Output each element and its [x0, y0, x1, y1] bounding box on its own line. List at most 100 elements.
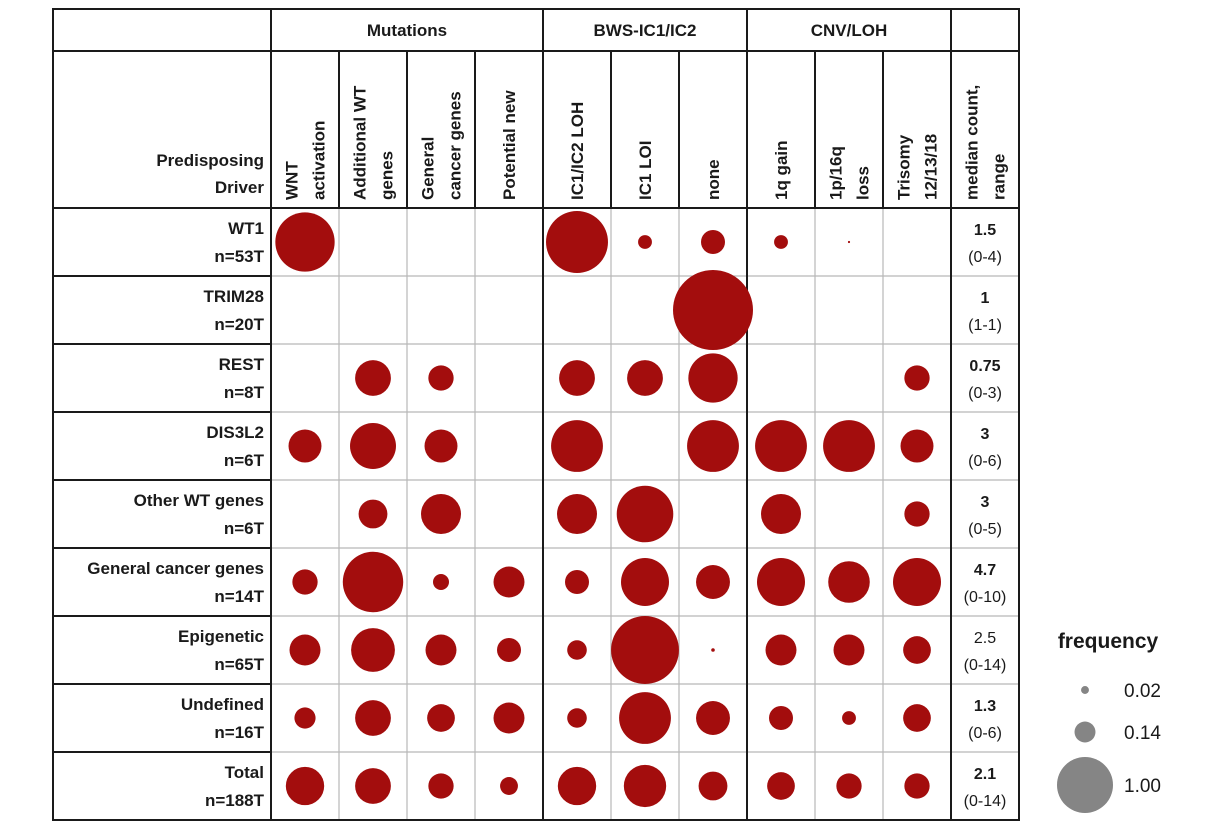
median-range: (0-6)	[968, 453, 1002, 470]
bubble	[433, 574, 449, 590]
legend-bubble	[1057, 757, 1113, 813]
bubble	[567, 708, 587, 728]
median-range: (0-10)	[964, 589, 1007, 606]
row-n: n=14T	[214, 587, 264, 606]
column-label-3: Potential new	[500, 90, 519, 200]
bubble	[611, 616, 679, 684]
median-count: 3	[981, 494, 990, 511]
bubble	[288, 429, 322, 463]
table-rows: WT1 n=53T 1.5 (0-4) TRIM28 n=20T 1 (1-1) REST n=8…	[87, 219, 1006, 810]
median-count: 1.3	[974, 698, 996, 715]
bubble	[761, 494, 801, 534]
bubble	[546, 211, 608, 273]
bubble	[828, 561, 870, 603]
row-label: Total	[225, 763, 264, 782]
bubble	[774, 235, 788, 249]
median-count: 2.5	[974, 630, 996, 647]
legend-bubble	[1081, 686, 1089, 694]
bubble	[833, 634, 865, 666]
bubble	[904, 365, 930, 391]
row-n: n=6T	[224, 451, 265, 470]
bubble	[688, 353, 738, 403]
bubble	[623, 764, 667, 808]
legend-label: 1.00	[1124, 776, 1161, 797]
bubble	[638, 235, 652, 249]
median-count: 4.7	[974, 562, 996, 579]
table-grid	[52, 8, 1020, 821]
group-header-1: BWS-IC1/IC2	[594, 21, 697, 40]
bubble	[847, 240, 851, 244]
group-header-2: CNV/LOH	[811, 21, 888, 40]
row-label: Other WT genes	[134, 491, 264, 510]
bubble	[500, 777, 518, 795]
median-range: (0-3)	[968, 385, 1002, 402]
bubble	[351, 628, 395, 672]
row-n: n=6T	[224, 519, 265, 538]
median-range: (1-1)	[968, 317, 1002, 334]
bubble	[421, 494, 461, 534]
bubble	[698, 771, 728, 801]
bubble	[424, 429, 458, 463]
row-label: WT1	[228, 219, 264, 238]
bubble	[427, 704, 455, 732]
summary-column-label: range	[990, 154, 1009, 200]
column-label-8: loss	[854, 166, 873, 200]
column-label-1: Additional WT	[351, 85, 370, 200]
column-label-9: 12/13/18	[922, 134, 941, 200]
size-legend: frequency 0.02 0.14 1.00	[1057, 630, 1161, 813]
column-label-4: IC1/IC2 LOH	[568, 102, 587, 200]
corner-label-line-1: Driver	[215, 178, 265, 197]
bubble	[836, 773, 862, 799]
legend-label: 0.14	[1124, 723, 1161, 744]
corner-label-line-0: Predisposing	[156, 151, 264, 170]
bubble	[567, 640, 587, 660]
row-n: n=188T	[205, 791, 265, 810]
bubble	[551, 420, 603, 472]
row-label: Epigenetic	[178, 627, 264, 646]
bubble	[294, 707, 316, 729]
bubble	[497, 638, 521, 662]
bubble	[619, 692, 671, 744]
bubble	[765, 634, 797, 666]
bubble	[565, 570, 589, 594]
bubble	[696, 701, 730, 735]
bubble	[342, 551, 404, 613]
bubble	[903, 704, 931, 732]
bubble	[358, 499, 388, 529]
row-label: DIS3L2	[206, 423, 264, 442]
median-count: 2.1	[974, 766, 996, 783]
row-n: n=16T	[214, 723, 264, 742]
column-label-8: 1p/16q	[827, 146, 846, 200]
median-range: (0-6)	[968, 725, 1002, 742]
bubble	[616, 485, 674, 543]
column-label-9: Trisomy	[895, 134, 914, 200]
bubble	[900, 429, 934, 463]
bubble	[350, 423, 396, 469]
median-range: (0-4)	[968, 249, 1002, 266]
bubble	[355, 700, 391, 736]
row-n: n=53T	[214, 247, 264, 266]
bubble	[701, 230, 725, 254]
column-label-0: WNT	[283, 161, 302, 200]
bubble	[687, 420, 739, 472]
bubble	[355, 768, 391, 804]
bubble	[557, 494, 597, 534]
row-n: n=20T	[214, 315, 264, 334]
bubble	[904, 501, 930, 527]
median-count: 0.75	[969, 358, 1000, 375]
bubble	[823, 420, 875, 472]
legend-label: 0.02	[1124, 681, 1161, 702]
bubble	[425, 634, 457, 666]
column-label-1: genes	[378, 151, 397, 200]
bubble	[428, 773, 454, 799]
bubble	[904, 773, 930, 799]
bubbles	[275, 211, 941, 808]
column-label-2: cancer genes	[446, 91, 465, 200]
median-count: 1.5	[974, 222, 996, 239]
bubble	[557, 766, 597, 806]
median-count: 3	[981, 426, 990, 443]
bubble	[493, 702, 525, 734]
row-label: General cancer genes	[87, 559, 264, 578]
bubble	[285, 766, 325, 806]
